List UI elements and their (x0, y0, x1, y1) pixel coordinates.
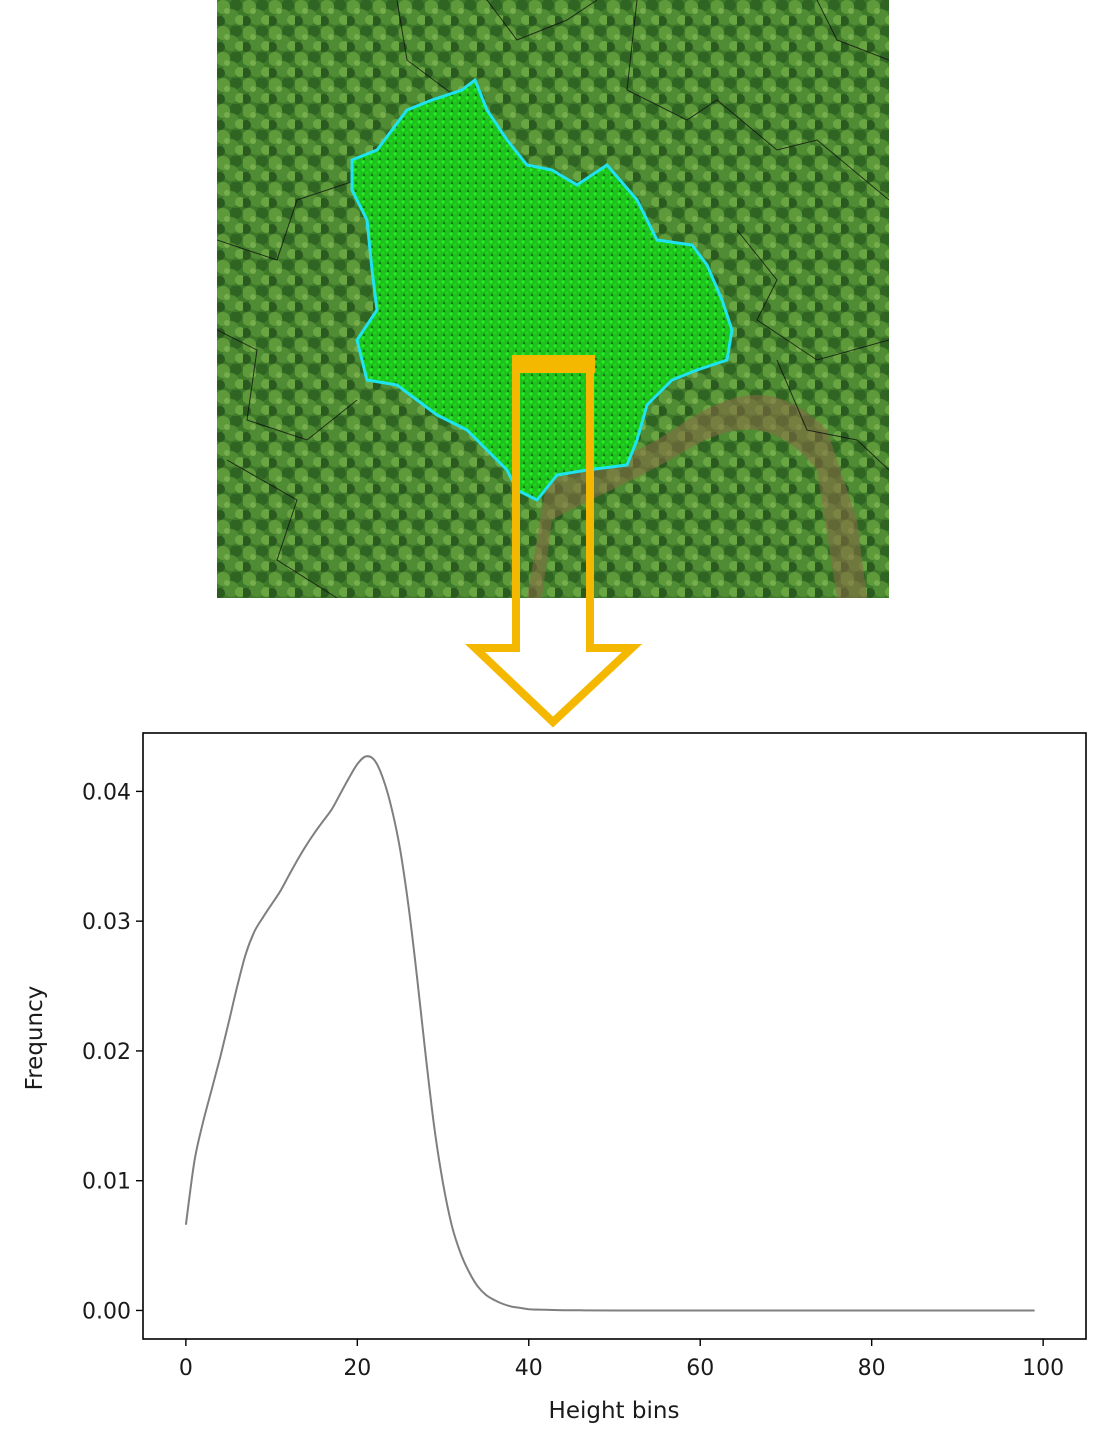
x-tick-label: 60 (686, 1356, 714, 1381)
x-tick-label: 20 (343, 1356, 371, 1381)
aerial-forest-image (217, 0, 889, 598)
y-axis-ticks: 0.00 0.01 0.02 0.03 0.04 (82, 780, 143, 1324)
y-tick-label: 0.01 (82, 1170, 131, 1195)
x-axis-title: Height bins (549, 1398, 680, 1424)
y-axis-title: Frequncy (22, 986, 48, 1091)
x-tick-label: 40 (515, 1356, 543, 1381)
y-tick-label: 0.04 (82, 780, 131, 805)
y-tick-label: 0.03 (82, 910, 131, 935)
y-tick-label: 0.00 (82, 1299, 131, 1324)
x-tick-label: 100 (1022, 1356, 1064, 1381)
frequency-line (184, 755, 1035, 1312)
plot-area (142, 732, 1087, 1340)
height-frequency-chart: 0 20 40 60 80 100 0.00 0.01 0.02 0.03 0.04 Height… (22, 732, 1087, 1424)
x-axis-ticks: 0 20 40 60 80 100 (179, 1339, 1064, 1381)
x-tick-label: 0 (179, 1356, 193, 1381)
y-tick-label: 0.02 (82, 1040, 131, 1065)
x-tick-label: 80 (858, 1356, 886, 1381)
